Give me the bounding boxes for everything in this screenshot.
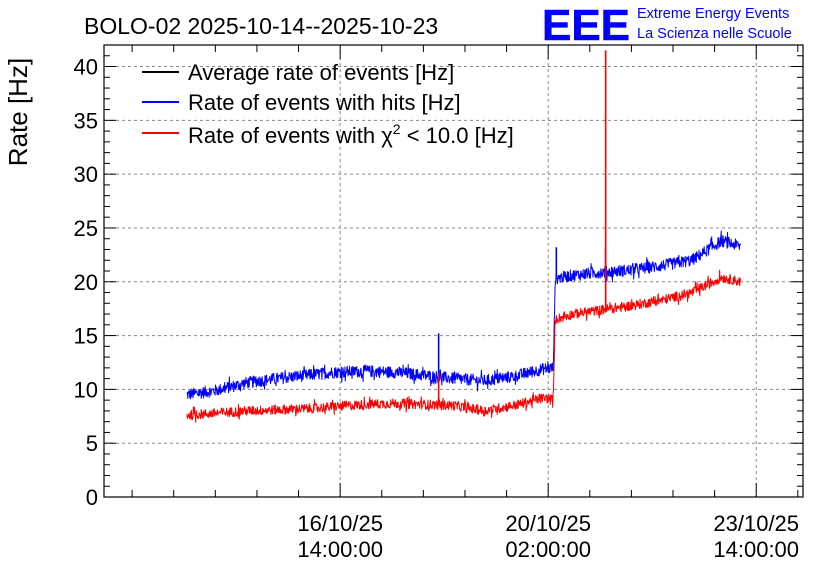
- logo-letters: EEE: [542, 1, 630, 50]
- x-tick-label-time: 02:00:00: [505, 537, 591, 562]
- series-line-hits: [186, 230, 742, 400]
- y-tick-label: 40: [74, 55, 98, 80]
- y-tick-label: 0: [86, 485, 98, 510]
- y-tick-label: 30: [74, 162, 98, 187]
- legend: Average rate of events [Hz] Rate of even…: [142, 60, 514, 148]
- y-tick-label: 35: [74, 108, 98, 133]
- chart-title: BOLO-02 2025-10-14--2025-10-23: [84, 13, 438, 39]
- y-tick-label: 15: [74, 324, 98, 349]
- axes: 051015202530354016/10/2514:00:0020/10/25…: [74, 44, 803, 562]
- x-tick-label-date: 16/10/25: [297, 511, 383, 536]
- legend-label-chi2: Rate of events with χ2 < 10.0 [Hz]: [188, 121, 514, 148]
- x-tick-label-date: 23/10/25: [713, 511, 799, 536]
- logo-line2: La Scienza nelle Scuole: [637, 26, 792, 42]
- y-axis-label: Rate [Hz]: [3, 58, 33, 166]
- y-tick-label: 20: [74, 270, 98, 295]
- legend-label-average: Average rate of events [Hz]: [188, 60, 454, 85]
- series-line-chi2: [186, 269, 742, 423]
- eee-logo: EEE Extreme Energy Events La Scienza nel…: [542, 1, 792, 51]
- series-layer: [186, 50, 742, 423]
- y-tick-label: 10: [74, 377, 98, 402]
- x-tick-label-date: 20/10/25: [505, 511, 591, 536]
- y-tick-label: 5: [86, 431, 98, 456]
- logo-line1: Extreme Energy Events: [637, 6, 789, 22]
- x-tick-label-time: 14:00:00: [713, 537, 799, 562]
- y-tick-label: 25: [74, 216, 98, 241]
- x-tick-label-time: 14:00:00: [297, 537, 383, 562]
- legend-label-hits: Rate of events with hits [Hz]: [188, 90, 461, 115]
